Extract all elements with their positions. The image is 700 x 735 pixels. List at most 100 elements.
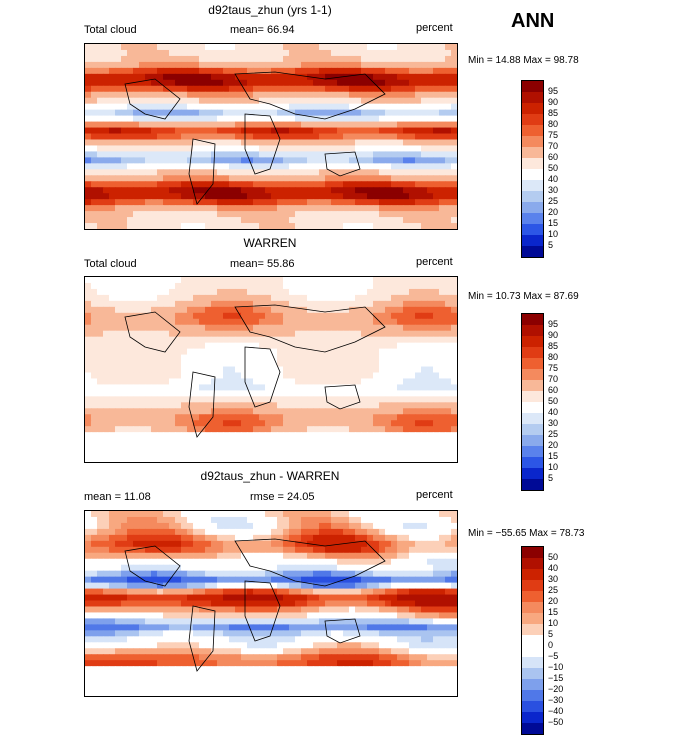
map-cell — [205, 92, 212, 98]
map-cell — [427, 408, 434, 414]
map-cell — [253, 199, 260, 205]
map-cell — [247, 169, 254, 175]
map-cell — [307, 68, 314, 74]
map-cell — [337, 44, 344, 50]
map-cell — [115, 559, 122, 565]
map-cell — [367, 577, 374, 583]
map-cell — [403, 223, 410, 229]
map-cell — [229, 456, 236, 462]
map-cell — [319, 313, 326, 319]
map-cell — [409, 151, 416, 157]
map-cell — [181, 104, 188, 110]
map-cell — [175, 187, 182, 193]
map-cell — [127, 122, 134, 128]
map-cell — [175, 44, 182, 50]
map-cell — [415, 44, 422, 50]
map-cell — [355, 367, 362, 373]
map-cell — [211, 331, 218, 337]
map-cell — [241, 606, 248, 612]
map-cell — [85, 390, 92, 396]
map-cell — [247, 337, 254, 343]
map-cell — [115, 343, 122, 349]
map-cell — [235, 319, 242, 325]
map-cell — [139, 157, 146, 163]
map-cell — [319, 98, 326, 104]
map-cell — [175, 295, 182, 301]
map-cell — [127, 337, 134, 343]
map-cell — [103, 589, 110, 595]
map-cell — [109, 289, 116, 295]
map-cell — [289, 559, 296, 565]
map-cell — [271, 456, 278, 462]
map-cell — [385, 456, 392, 462]
map-cell — [403, 396, 410, 402]
map-cell — [217, 565, 224, 571]
map-cell — [217, 44, 224, 50]
map-cell — [349, 378, 356, 384]
map-cell — [169, 217, 176, 223]
map-cell — [379, 128, 386, 134]
map-cell — [451, 116, 457, 122]
colorbar-tick-label: 5 — [548, 240, 553, 250]
map-cell — [121, 402, 128, 408]
map-cell — [157, 595, 164, 601]
map-cell — [385, 402, 392, 408]
map-cell — [391, 595, 398, 601]
map-cell — [103, 56, 110, 62]
map-cell — [121, 565, 128, 571]
map-cell — [295, 432, 302, 438]
map-cell — [235, 372, 242, 378]
map-cell — [433, 337, 440, 343]
map-cell — [259, 606, 266, 612]
map-cell — [397, 456, 404, 462]
map-cell — [361, 193, 368, 199]
map-cell — [355, 420, 362, 426]
map-cell — [151, 577, 158, 583]
map-cell — [193, 169, 200, 175]
map-cell — [235, 577, 242, 583]
map-cell — [385, 110, 392, 116]
map-cell — [325, 98, 332, 104]
map-cell — [145, 426, 152, 432]
map-cell — [415, 589, 422, 595]
map-cell — [343, 438, 350, 444]
map-cell — [127, 116, 134, 122]
map-cell — [331, 211, 338, 217]
map-cell — [169, 517, 176, 523]
map-cell — [391, 163, 398, 169]
map-cell — [295, 205, 302, 211]
map-cell — [121, 92, 128, 98]
map-cell — [115, 541, 122, 547]
map-cell — [451, 450, 457, 456]
map-cell — [121, 331, 128, 337]
map-cell — [445, 169, 452, 175]
map-cell — [391, 517, 398, 523]
map-cell — [415, 277, 422, 283]
map-cell — [133, 163, 140, 169]
map-cell — [391, 577, 398, 583]
map-cell — [415, 541, 422, 547]
map-cell — [109, 384, 116, 390]
map-cell — [415, 456, 422, 462]
map-cell — [205, 408, 212, 414]
map-cell — [361, 367, 368, 373]
map-cell — [175, 444, 182, 450]
map-cell — [241, 139, 248, 145]
map-cell — [193, 384, 200, 390]
map-cell — [163, 547, 170, 553]
map-cell — [415, 74, 422, 80]
map-cell — [331, 337, 338, 343]
map-cell — [289, 402, 296, 408]
map-cell — [103, 295, 110, 301]
map-cell — [103, 74, 110, 80]
map-cell — [175, 378, 182, 384]
map-cell — [103, 390, 110, 396]
map-cell — [151, 283, 158, 289]
map-cell — [217, 181, 224, 187]
map-cell — [367, 56, 374, 62]
map-cell — [439, 450, 446, 456]
map-cell — [91, 349, 98, 355]
map-cell — [205, 438, 212, 444]
map-cell — [235, 595, 242, 601]
map-cell — [211, 68, 218, 74]
